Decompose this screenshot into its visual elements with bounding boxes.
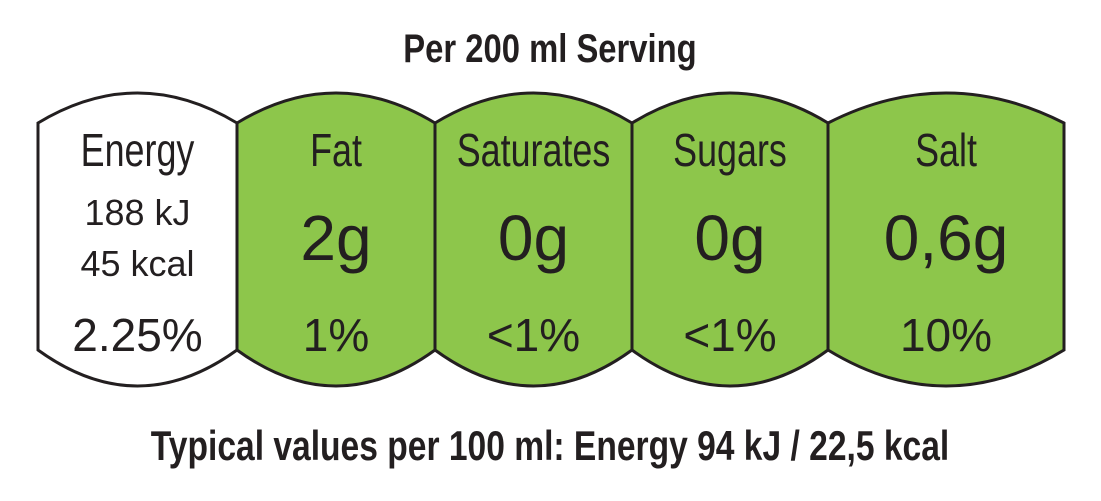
reference-intake-percent: <1%: [487, 309, 580, 361]
panel-shape: [826, 91, 1066, 388]
nutrient-amount: 2g: [300, 202, 371, 274]
serving-title: Per 200 ml Serving: [403, 26, 696, 71]
nutrient-label: Saturates: [457, 125, 611, 176]
reference-intake-percent: 1%: [303, 309, 369, 361]
nutrient-amount: 0,6g: [884, 202, 1009, 274]
energy-kj: 188 kJ: [84, 192, 190, 233]
reference-intake-percent: <1%: [683, 309, 776, 361]
nutrient-label: Salt: [915, 125, 977, 176]
nutrient-amount: 0g: [694, 202, 765, 274]
energy-kcal: 45 kcal: [80, 243, 194, 284]
reference-intake-percent: 2.25%: [72, 309, 202, 361]
nutrient-label: Fat: [310, 125, 362, 176]
panel-salt: Salt 0,6g 10%: [826, 91, 1066, 388]
nutrient-label: Sugars: [673, 125, 787, 176]
panel-sugars: Sugars 0g <1%: [630, 91, 830, 388]
panel-fat: Fat 2g 1%: [235, 91, 437, 388]
reference-intake-percent: 10%: [900, 309, 992, 361]
panel-energy: Energy 188 kJ 45 kcal 2.25%: [36, 91, 239, 388]
panel-saturates: Saturates 0g <1%: [433, 91, 634, 388]
nutrient-label: Energy: [81, 125, 195, 176]
nutrient-amount: 0g: [498, 202, 569, 274]
typical-values-footer: Typical values per 100 ml: Energy 94 kJ …: [151, 424, 949, 470]
